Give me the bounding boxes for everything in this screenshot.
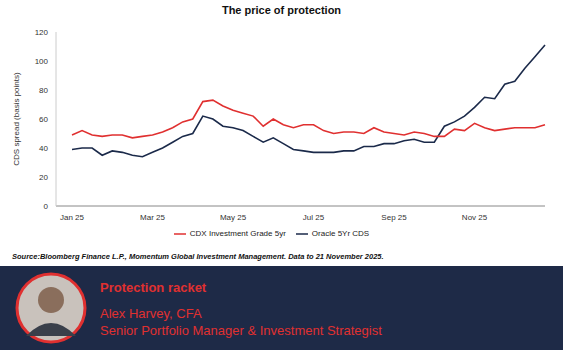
svg-text:Sep 25: Sep 25 <box>381 213 407 222</box>
svg-text:Mar 25: Mar 25 <box>140 213 165 222</box>
svg-text:Nov 25: Nov 25 <box>462 213 488 222</box>
svg-text:Jan 25: Jan 25 <box>60 213 85 222</box>
html-text:CDX Investment Grade 5yr: CDX Investment Grade 5yr <box>189 229 286 239</box>
svg-text:May 25: May 25 <box>220 213 247 222</box>
html-text:Senior Portfolio Manager & Inv: Senior Portfolio Manager & Investment St… <box>100 323 382 338</box>
html-text:Protection racket: Protection racket <box>100 280 207 295</box>
html-text:Alex Harvey, CFA: Alex Harvey, CFA <box>100 306 202 321</box>
html-text:Oracle 5Yr CDS: Oracle 5Yr CDS <box>311 229 370 239</box>
svg-text:40: 40 <box>39 144 48 153</box>
svg-text:100: 100 <box>35 57 49 66</box>
svg-text:60: 60 <box>39 115 48 124</box>
svg-text:120: 120 <box>35 28 49 37</box>
svg-text:Jul 25: Jul 25 <box>303 213 325 222</box>
html-text:Source:Bloomberg Finance L.P.,: Source:Bloomberg Finance L.P., Momentum … <box>12 252 384 261</box>
svg-text:CDS spread (basis points): CDS spread (basis points) <box>12 72 21 166</box>
svg-text:80: 80 <box>39 86 48 95</box>
svg-text:20: 20 <box>39 173 48 182</box>
svg-text:0: 0 <box>44 202 49 211</box>
html-text:The price of protection: The price of protection <box>221 4 342 16</box>
